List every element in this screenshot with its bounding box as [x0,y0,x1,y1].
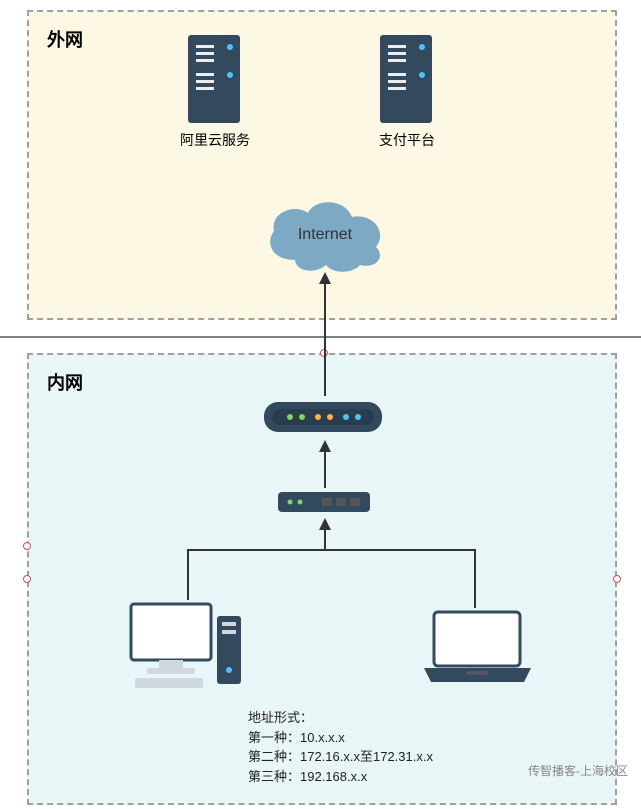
modem-icon [264,396,382,438]
desktop-icon [125,600,245,696]
address-title: 地址形式： [248,708,433,728]
address-format-box: 地址形式： 第一种：10.x.x.x 第二种：172.16.x.x至172.31… [248,708,433,786]
address-line: 第三种：192.168.x.x [248,767,433,787]
laptop-icon [420,608,535,686]
watermark-text: 传智播客-上海校区 [528,762,628,779]
address-line: 第一种：10.x.x.x [248,728,433,748]
address-line: 第二种：172.16.x.x至172.31.x.x [248,747,433,767]
router-icon [278,488,370,516]
